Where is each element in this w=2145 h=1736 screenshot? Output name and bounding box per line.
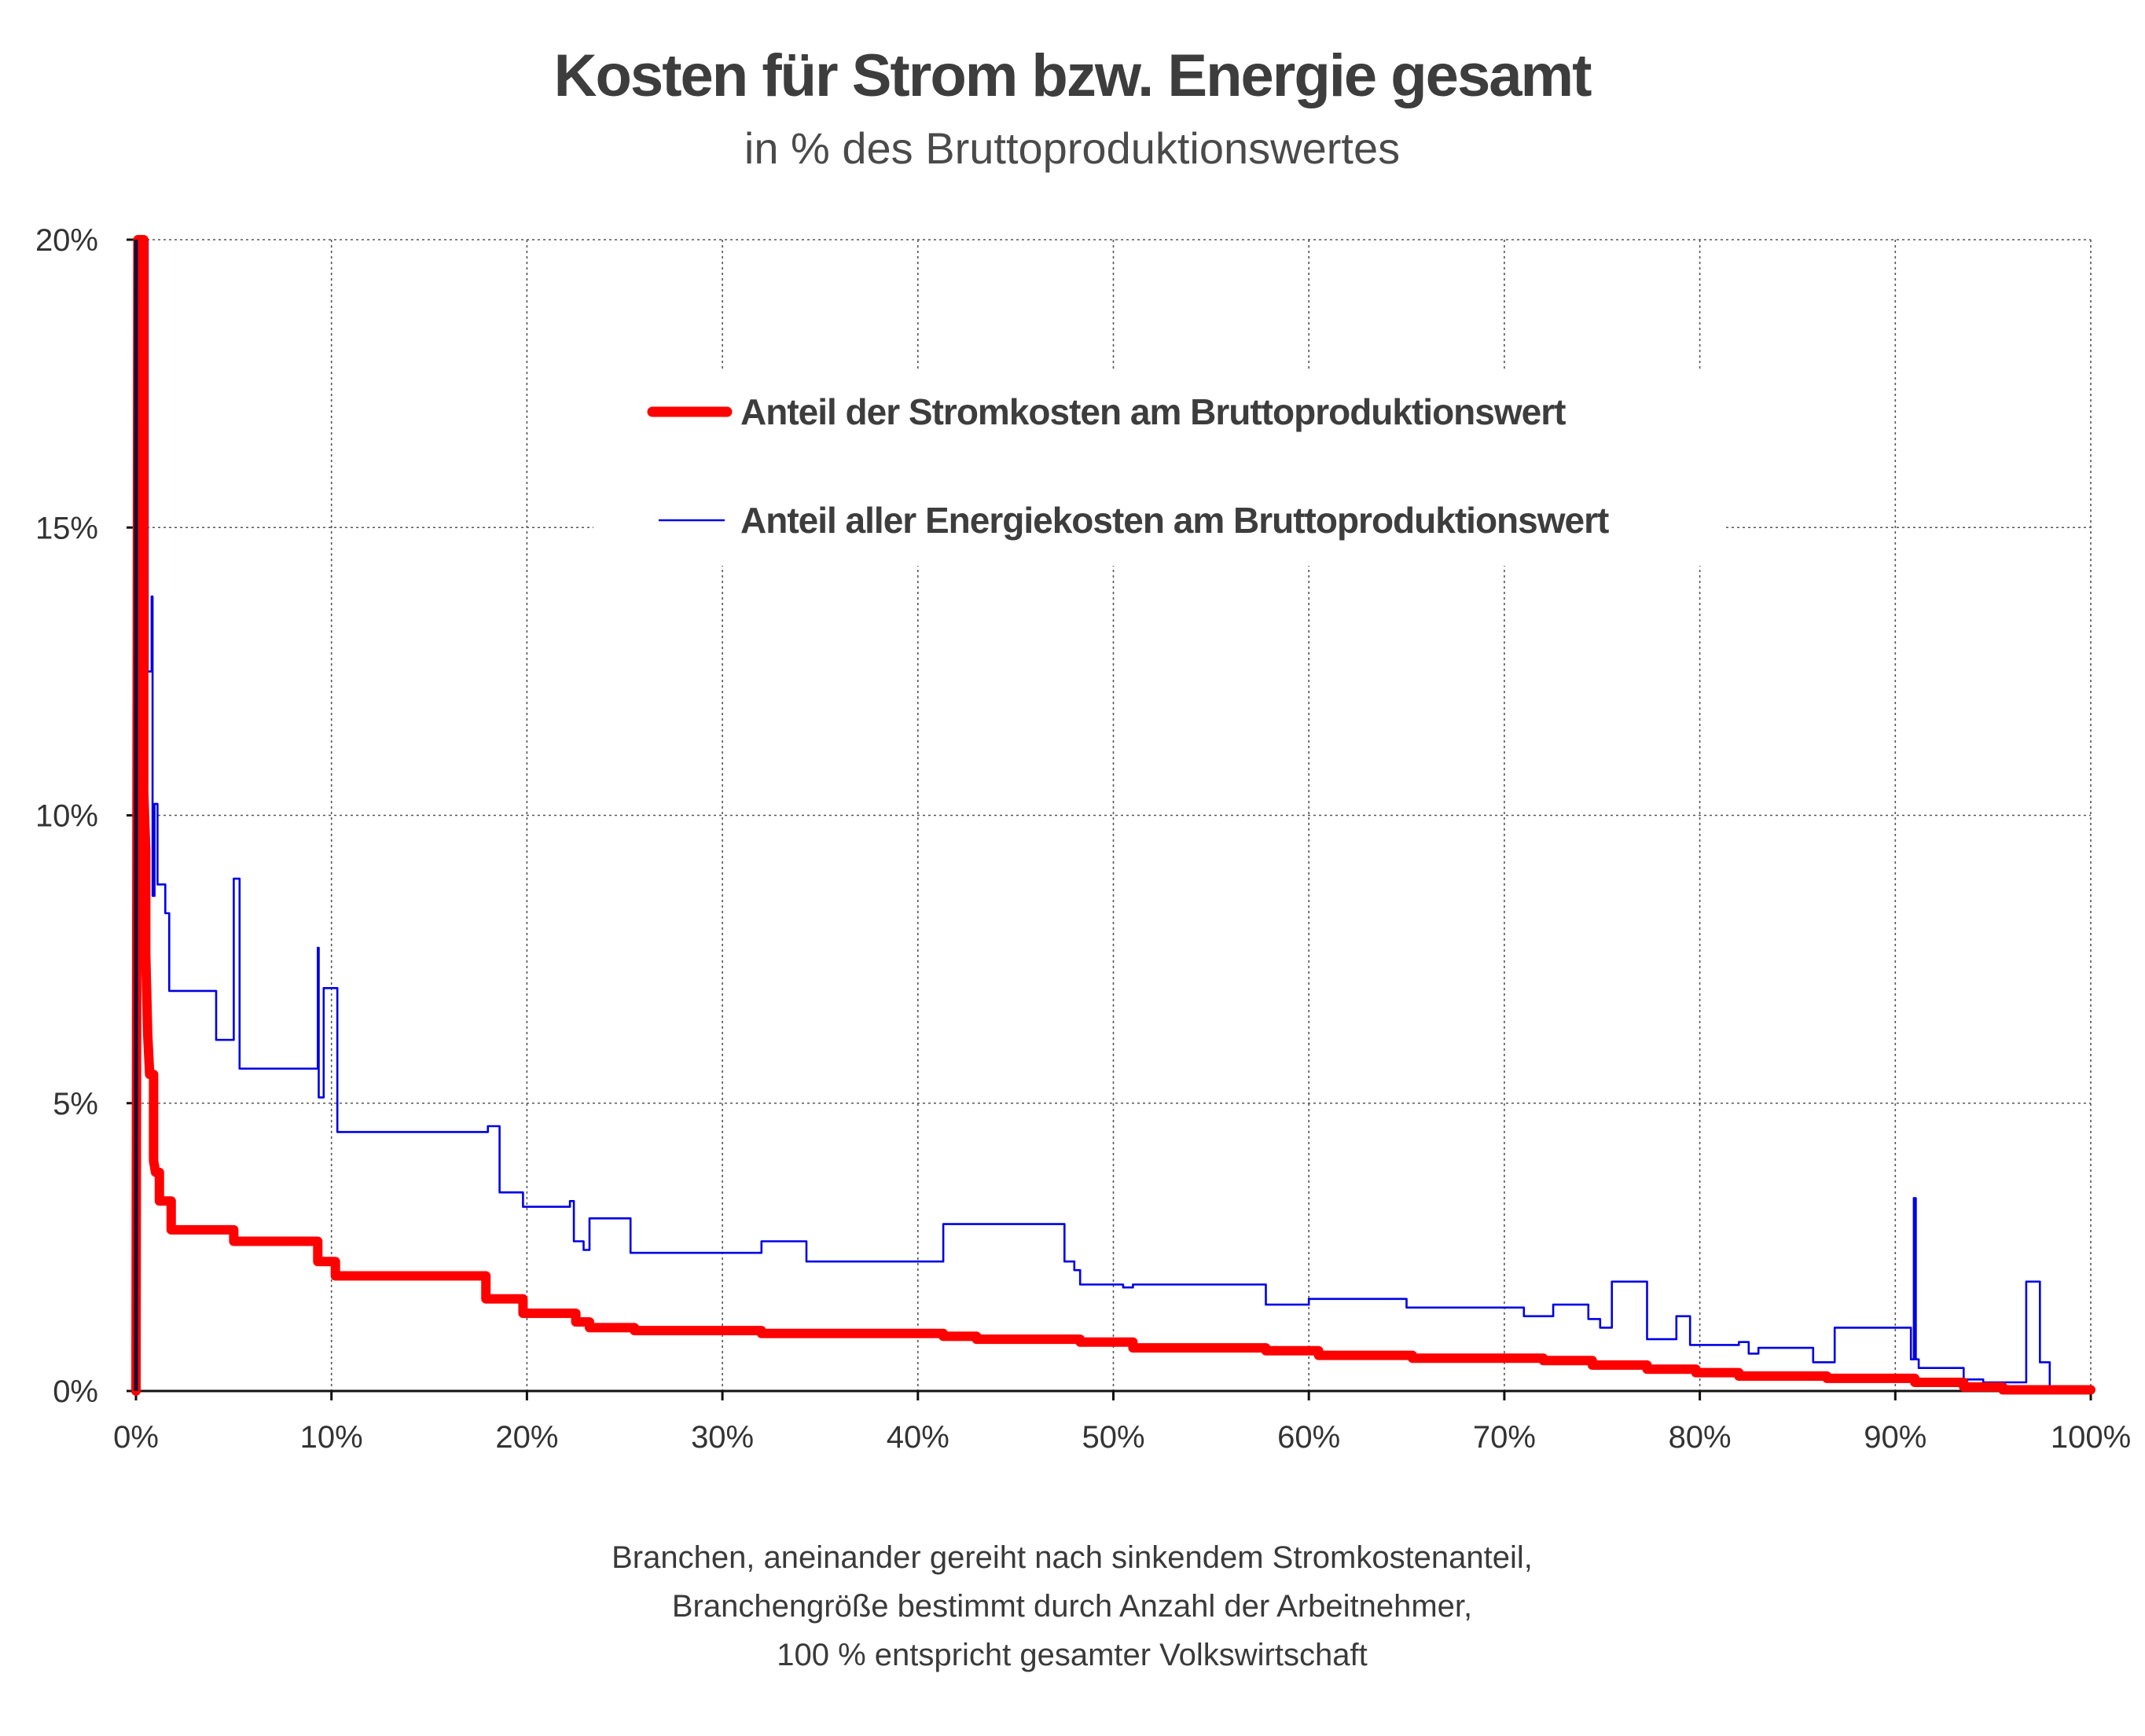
legend: Anteil der Stromkosten am Bruttoprodukti… (593, 369, 1725, 566)
x-tick-label: 50% (1082, 1420, 1144, 1455)
x-tick-label: 10% (300, 1420, 363, 1455)
x-tick-label: 100% (2051, 1420, 2131, 1455)
chart-title: Kosten für Strom bzw. Energie gesamt (554, 42, 1592, 109)
caption: Branchen, aneinander gereiht nach sinken… (612, 1540, 1533, 1672)
caption-line-2: Branchengröße bestimmt durch Anzahl der … (672, 1589, 1472, 1624)
y-tick-label: 20% (35, 223, 98, 258)
x-tick-label: 0% (113, 1420, 159, 1455)
y-axis-ticks: 0% 5% 10% 15% 20% (35, 223, 136, 1409)
x-axis-ticks: 0% 10% 20% 30% 40% 50% 60% 70% 80% 90% 100% (113, 1391, 2131, 1455)
x-tick-label: 60% (1277, 1420, 1340, 1455)
caption-line-3: 100 % entspricht gesamter Volkswirtschaf… (777, 1638, 1367, 1672)
chart-subtitle: in % des Bruttoproduktionswertes (744, 123, 1400, 173)
series-lines (131, 235, 2095, 1396)
caption-line-1: Branchen, aneinander gereiht nach sinken… (612, 1540, 1533, 1575)
y-tick-label: 10% (35, 799, 98, 834)
x-tick-label: 30% (691, 1420, 754, 1455)
legend-label-strom: Anteil der Stromkosten am Bruttoprodukti… (740, 391, 1566, 432)
x-tick-label: 40% (887, 1420, 949, 1455)
series-line-energie (134, 238, 2092, 1393)
legend-label-energie: Anteil aller Energiekosten am Bruttoprod… (740, 500, 1609, 541)
x-tick-label: 80% (1669, 1420, 1732, 1455)
x-tick-label: 90% (1864, 1420, 1926, 1455)
x-tick-label: 20% (495, 1420, 558, 1455)
y-tick-label: 0% (53, 1374, 98, 1409)
y-tick-label: 5% (53, 1087, 98, 1121)
series-line-strom (131, 235, 2095, 1396)
x-tick-label: 70% (1473, 1420, 1536, 1455)
y-tick-label: 15% (35, 511, 98, 545)
legend-background (593, 369, 1725, 566)
